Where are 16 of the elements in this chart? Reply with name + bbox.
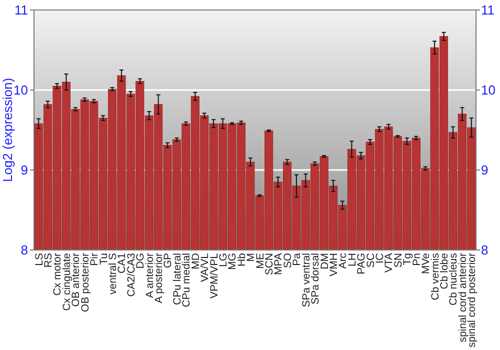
y2-tick-label: 10 (481, 82, 496, 98)
x-tick-label: Tg (402, 252, 414, 266)
x-tick-label: Cb lobe (438, 252, 450, 290)
x-tick-label: Cx cingulate (60, 252, 73, 311)
y2-tick-label: 11 (481, 2, 494, 18)
x-tick-label: spinal cord posterior (466, 252, 478, 348)
x-tick-label: MVe (420, 252, 432, 274)
x-tick-label: Pa (291, 252, 304, 266)
y-axis-title: Log2 (expression) (0, 78, 15, 182)
x-tick-label: Hb (236, 252, 248, 266)
y-tick-label: 8 (20, 242, 28, 258)
y2-tick-label: 8 (481, 242, 488, 258)
y-tick-label: 11 (14, 2, 28, 18)
y-tick-label: 10 (14, 82, 28, 98)
y-tick-label: 9 (20, 162, 28, 178)
y2-tick-label: 9 (481, 162, 488, 178)
